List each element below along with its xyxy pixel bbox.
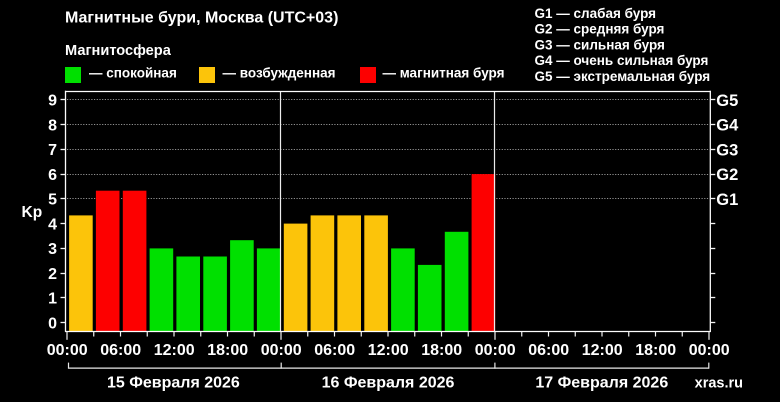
svg-text:18:00: 18:00 <box>207 342 248 359</box>
svg-text:12:00: 12:00 <box>582 342 623 359</box>
svg-text:6: 6 <box>48 167 57 184</box>
svg-text:06:00: 06:00 <box>314 342 355 359</box>
svg-text:9: 9 <box>48 93 57 110</box>
svg-text:G1: G1 <box>716 191 738 209</box>
svg-text:3: 3 <box>48 241 57 258</box>
svg-text:00:00: 00:00 <box>689 342 730 359</box>
svg-text:G4 — очень сильная буря: G4 — очень сильная буря <box>535 53 709 68</box>
svg-text:16 Февраля 2026: 16 Февраля 2026 <box>322 375 455 392</box>
svg-text:00:00: 00:00 <box>475 342 516 359</box>
svg-text:15 Февраля 2026: 15 Февраля 2026 <box>107 375 240 392</box>
svg-text:Магнитосфера: Магнитосфера <box>65 43 172 59</box>
svg-text:7: 7 <box>48 142 57 159</box>
svg-text:Kp: Kp <box>22 204 43 221</box>
svg-text:2: 2 <box>48 266 57 283</box>
svg-text:17 Февраля 2026: 17 Февраля 2026 <box>535 375 668 392</box>
svg-text:18:00: 18:00 <box>635 342 676 359</box>
svg-text:G3: G3 <box>716 141 738 159</box>
svg-text:12:00: 12:00 <box>154 342 195 359</box>
svg-text:06:00: 06:00 <box>100 342 141 359</box>
svg-text:0: 0 <box>48 315 57 332</box>
svg-text:G1 — слабая буря: G1 — слабая буря <box>535 6 657 21</box>
svg-text:5: 5 <box>48 192 57 209</box>
svg-text:G4: G4 <box>716 117 739 135</box>
svg-text:00:00: 00:00 <box>261 342 302 359</box>
svg-text:Магнитные бури, Москва (UTC+03: Магнитные бури, Москва (UTC+03) <box>65 10 338 27</box>
svg-text:06:00: 06:00 <box>528 342 569 359</box>
svg-text:— магнитная буря: — магнитная буря <box>383 66 505 81</box>
svg-text:4: 4 <box>48 216 57 233</box>
svg-text:8: 8 <box>48 117 57 134</box>
svg-text:— возбужденная: — возбужденная <box>223 66 336 81</box>
svg-text:xras.ru: xras.ru <box>695 376 743 392</box>
svg-text:G3 — сильная буря: G3 — сильная буря <box>535 37 665 52</box>
svg-text:G2 — средняя буря: G2 — средняя буря <box>535 22 665 37</box>
svg-text:12:00: 12:00 <box>368 342 409 359</box>
svg-text:G5 — экстремальная буря: G5 — экстремальная буря <box>535 69 711 84</box>
svg-text:G5: G5 <box>716 92 738 110</box>
svg-text:18:00: 18:00 <box>421 342 462 359</box>
svg-text:00:00: 00:00 <box>47 342 88 359</box>
svg-text:G2: G2 <box>716 166 738 184</box>
svg-text:1: 1 <box>48 291 57 308</box>
svg-text:— спокойная: — спокойная <box>89 66 177 81</box>
